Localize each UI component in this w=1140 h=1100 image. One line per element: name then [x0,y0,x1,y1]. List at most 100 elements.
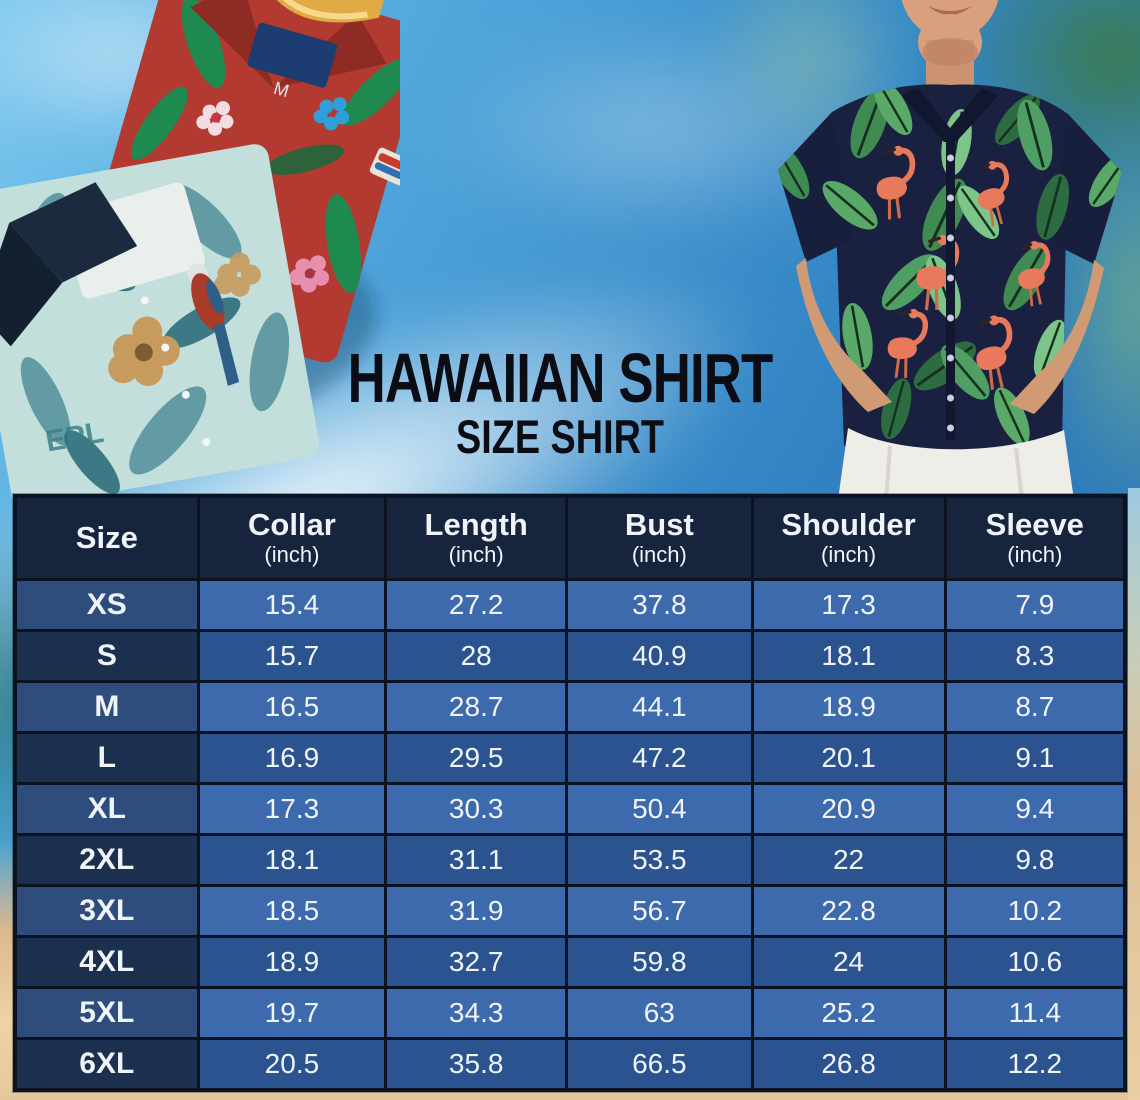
value-cell: 9.8 [943,833,1127,887]
parrot-decor [187,263,240,387]
flower-decor [196,101,234,136]
value-cell: 10.2 [943,884,1127,938]
shirt-buttons [947,154,954,432]
value-cell: 18.9 [750,680,947,734]
column-header-shoulder: Shoulder (inch) [750,494,947,581]
button-placket [946,128,955,440]
value-cell: 24 [750,935,947,989]
size-cell: L [13,731,200,785]
value-cell: 9.4 [943,782,1127,836]
value-cell: 19.7 [196,986,388,1040]
value-cell: 8.3 [943,629,1127,683]
column-header-size: Size [13,494,200,581]
model-wearing-flamingo-shirt-photo [778,0,1122,500]
page-title: HAWAIIAN SHIRT [347,339,774,418]
size-cell: 5XL [13,986,200,1040]
value-cell: 9.1 [943,731,1127,785]
value-cell: 8.7 [943,680,1127,734]
value-cell: 25.2 [750,986,947,1040]
column-unit: (inch) [1007,542,1063,568]
value-cell: 16.5 [196,680,388,734]
size-cell: M [13,680,200,734]
value-cell: 59.8 [565,935,754,989]
table-row: 5XL 19.7 34.3 63 25.2 11.4 [13,986,1127,1040]
value-cell: 15.7 [196,629,388,683]
value-cell: 18.9 [196,935,388,989]
label-yoke-decor [262,0,384,23]
flower-decor [313,97,350,131]
value-cell: 28 [384,629,569,683]
value-cell: 17.3 [750,578,947,632]
value-cell: 7.9 [943,578,1127,632]
value-cell: 20.5 [196,1037,388,1091]
value-cell: 35.8 [384,1037,569,1091]
value-cell: 26.8 [750,1037,947,1091]
flamingo-shirt [778,84,1122,465]
table-row: L 16.9 29.5 47.2 20.1 9.1 [13,731,1127,785]
value-cell: 40.9 [565,629,754,683]
beach-edge-decor [1128,488,1140,1100]
column-header-sleeve: Sleeve (inch) [943,494,1127,581]
value-cell: 18.1 [750,629,947,683]
value-cell: 53.5 [565,833,754,887]
value-cell: 12.2 [943,1037,1127,1091]
column-label: Sleeve [985,506,1084,542]
value-cell: 50.4 [565,782,754,836]
value-cell: 22 [750,833,947,887]
column-label: Length [424,506,528,542]
sleeve-logo-patch [369,147,400,186]
value-cell: 18.1 [196,833,388,887]
table-row: XL 17.3 30.3 50.4 20.9 9.4 [13,782,1127,836]
value-cell: 34.3 [384,986,569,1040]
table-row: XS 15.4 27.2 37.8 17.3 7.9 [13,578,1127,632]
size-tag-label: M [271,78,291,101]
size-chart-table: Size Collar (inch) Length (inch) Bust (i… [13,494,1127,1092]
table-row: 2XL 18.1 31.1 53.5 22 9.8 [13,833,1127,887]
value-cell: 44.1 [565,680,754,734]
value-cell: 16.9 [196,731,388,785]
value-cell: 37.8 [565,578,754,632]
column-header-collar: Collar (inch) [196,494,388,581]
column-label: Collar [248,506,336,542]
value-cell: 32.7 [384,935,569,989]
teal-hawaiian-shirt: EPL [0,144,320,500]
size-cell: XS [13,578,200,632]
size-cell: S [13,629,200,683]
hibiscus-decor [214,252,261,297]
column-unit: (inch) [264,542,320,568]
size-cell: 3XL [13,884,200,938]
size-cell: 6XL [13,1037,200,1091]
value-cell: 31.9 [384,884,569,938]
size-cell: 2XL [13,833,200,887]
model-pants [838,428,1074,500]
table-row: 4XL 18.9 32.7 59.8 24 10.6 [13,935,1127,989]
table-header-row: Size Collar (inch) Length (inch) Bust (i… [13,494,1127,581]
value-cell: 47.2 [565,731,754,785]
value-cell: 31.1 [384,833,569,887]
value-cell: 10.6 [943,935,1127,989]
value-cell: 30.3 [384,782,569,836]
size-table-body: XS 15.4 27.2 37.8 17.3 7.9 S 15.7 28 40.9 18.1 8.3 M… [13,578,1127,1091]
value-cell: 29.5 [384,731,569,785]
model-head [901,0,999,102]
column-unit: (inch) [821,542,877,568]
value-cell: 20.1 [750,731,947,785]
table-row: 6XL 20.5 35.8 66.5 26.8 12.2 [13,1037,1127,1091]
column-unit: (inch) [631,542,687,568]
column-label: Shoulder [781,506,916,542]
table-row: M 16.5 28.7 44.1 18.9 8.7 [13,680,1127,734]
neck-label [247,22,338,88]
value-cell: 17.3 [196,782,388,836]
value-cell: 11.4 [943,986,1127,1040]
table-row: S 15.7 28 40.9 18.1 8.3 [13,629,1127,683]
value-cell: 18.5 [196,884,388,938]
table-row: 3XL 18.5 31.9 56.7 22.8 10.2 [13,884,1127,938]
column-header-length: Length (inch) [384,494,569,581]
title-block: HAWAIIAN SHIRT SIZE SHIRT [300,339,820,460]
page-subtitle: SIZE SHIRT [456,410,664,464]
value-cell: 28.7 [384,680,569,734]
value-cell: 22.8 [750,884,947,938]
value-cell: 63 [565,986,754,1040]
flower-decor [289,255,330,293]
size-cell: XL [13,782,200,836]
